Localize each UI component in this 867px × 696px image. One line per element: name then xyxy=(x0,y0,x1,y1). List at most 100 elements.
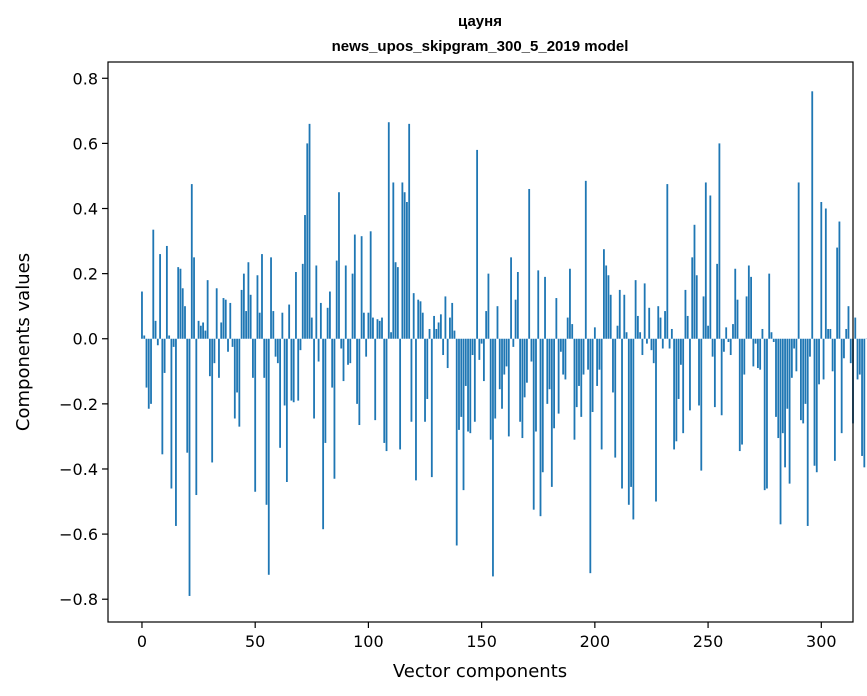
y-tick-label: 0.8 xyxy=(73,69,98,88)
bar-168 xyxy=(521,338,524,439)
bar-196 xyxy=(584,180,587,339)
bar-39 xyxy=(229,302,232,339)
bar-79 xyxy=(319,302,322,339)
bar-49 xyxy=(252,338,254,378)
bar-136 xyxy=(449,317,451,339)
bar-181 xyxy=(550,338,553,487)
x-axis-ticks: 0 50 100 150 200 250 300 xyxy=(137,622,837,651)
bar-94 xyxy=(353,234,356,339)
bar-273 xyxy=(759,338,762,370)
bar-187 xyxy=(564,338,567,380)
bar-45 xyxy=(242,273,245,339)
bar-2 xyxy=(145,338,148,388)
bar-92 xyxy=(349,338,352,364)
bar-217 xyxy=(632,338,635,520)
y-tick-label: 0.6 xyxy=(73,134,98,153)
bar-163 xyxy=(510,257,512,339)
bar-233 xyxy=(668,338,671,349)
bar-215 xyxy=(627,338,630,505)
bar-95 xyxy=(356,338,358,404)
bar-162 xyxy=(507,338,510,437)
bar-135 xyxy=(446,338,449,369)
bar-78 xyxy=(317,338,320,362)
x-tick-label: 0 xyxy=(137,632,147,651)
bar-141 xyxy=(460,338,463,417)
bar-177 xyxy=(541,338,544,473)
bar-293 xyxy=(804,338,807,404)
bar-238 xyxy=(680,338,682,365)
bar-240 xyxy=(684,289,687,339)
bar-308 xyxy=(838,221,841,339)
plot-frame xyxy=(107,61,854,623)
bar-6 xyxy=(154,320,157,339)
bar-83 xyxy=(329,291,331,339)
x-tick-label: 50 xyxy=(245,632,265,651)
y-tick-label: −0.8 xyxy=(59,590,98,609)
bar-183 xyxy=(555,298,558,339)
bar-160 xyxy=(503,338,506,375)
bar-189 xyxy=(569,268,571,339)
bar-197 xyxy=(587,338,589,370)
bar-29 xyxy=(206,280,209,339)
bar-77 xyxy=(315,265,318,339)
bar-11 xyxy=(165,245,168,339)
bar-316 xyxy=(856,338,859,380)
bar-120 xyxy=(412,293,415,339)
bar-159 xyxy=(501,338,503,409)
x-tick-label: 100 xyxy=(353,632,384,651)
bar-210 xyxy=(616,325,619,339)
bar-36 xyxy=(222,298,225,339)
bar-28 xyxy=(204,330,207,339)
bar-43 xyxy=(238,338,241,427)
bar-124 xyxy=(421,312,424,339)
bar-209 xyxy=(614,338,617,458)
bar-302 xyxy=(824,208,827,339)
bar-239 xyxy=(682,338,685,434)
bar-313 xyxy=(849,338,852,364)
bar-220 xyxy=(639,332,642,339)
bar-301 xyxy=(822,338,825,380)
bar-35 xyxy=(220,322,223,339)
bar-56 xyxy=(267,338,270,575)
bar-270 xyxy=(752,338,755,367)
bar-303 xyxy=(827,328,829,339)
bar-73 xyxy=(306,143,309,339)
bar-58 xyxy=(272,311,275,339)
bar-256 xyxy=(720,338,723,416)
bar-87 xyxy=(338,192,340,339)
bar-176 xyxy=(539,338,542,517)
bar-262 xyxy=(734,268,737,339)
bar-91 xyxy=(347,338,349,365)
bar-18 xyxy=(181,288,184,339)
bar-115 xyxy=(401,182,404,339)
y-tick-label: 0.0 xyxy=(73,330,98,349)
bar-106 xyxy=(381,317,383,339)
bar-110 xyxy=(390,332,392,339)
bar-31 xyxy=(211,338,214,463)
bar-102 xyxy=(372,317,374,339)
bar-280 xyxy=(775,338,777,417)
y-tick-label: −0.2 xyxy=(59,395,98,414)
bar-7 xyxy=(156,338,159,346)
bar-268 xyxy=(747,265,750,339)
bar-191 xyxy=(573,338,576,440)
bar-292 xyxy=(802,338,805,424)
bar-257 xyxy=(723,338,725,352)
bar-272 xyxy=(756,338,759,369)
bar-114 xyxy=(399,338,402,450)
y-axis-label: Components values xyxy=(13,253,34,431)
bar-138 xyxy=(453,330,456,339)
bar-1 xyxy=(143,335,146,339)
x-tick-label: 200 xyxy=(580,632,611,651)
bar-4 xyxy=(150,338,152,404)
bar-118 xyxy=(408,123,411,339)
bar-241 xyxy=(686,315,689,339)
bar-148 xyxy=(476,149,479,339)
bar-179 xyxy=(546,338,549,404)
bar-15 xyxy=(175,338,177,526)
bar-119 xyxy=(410,338,413,422)
bar-234 xyxy=(670,328,673,339)
bar-235 xyxy=(673,338,676,450)
bar-121 xyxy=(415,338,417,481)
bar-288 xyxy=(793,338,796,349)
